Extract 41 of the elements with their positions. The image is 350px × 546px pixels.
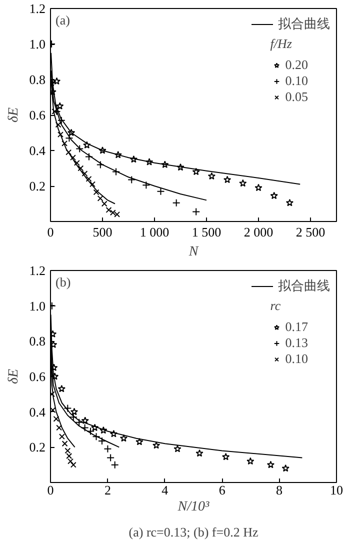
chart-title: (a) <box>56 12 70 28</box>
y-axis-title: δE <box>6 107 22 123</box>
legend-label: 0.13 <box>285 335 308 351</box>
x-axis-title: N/10³ <box>176 500 210 514</box>
legend-label: 0.20 <box>285 57 308 73</box>
y-axis-title: δE <box>6 368 22 384</box>
x-tick-label: 500 <box>92 224 112 240</box>
y-tick-label: 1.2 <box>29 1 46 16</box>
x-tick-label: 2 000 <box>244 224 274 240</box>
x-tick-label: 1 000 <box>140 224 170 240</box>
y-tick-label: 1.0 <box>29 36 46 52</box>
y-tick-label: 0.6 <box>29 108 46 122</box>
text: (a) rc=0.13; (b) f=0.2 Hz <box>128 524 258 540</box>
x-tick-label: 0 <box>47 224 54 240</box>
legend-label: 拟合曲线 <box>278 277 330 295</box>
chart-title: (b) <box>56 274 71 290</box>
x-tick-label: 4 <box>162 482 169 498</box>
legend-label: 拟合曲线 <box>278 15 330 33</box>
legend-label: 0.05 <box>285 89 308 105</box>
legend-label: 0.10 <box>285 73 308 89</box>
y-tick-label: 0.8 <box>29 72 46 87</box>
y-tick-label: 1.2 <box>29 263 46 278</box>
legend-label: 0.10 <box>285 351 308 367</box>
legend-title: f/Hz <box>270 36 293 52</box>
y-tick-label: 0.4 <box>29 143 46 158</box>
x-tick-label: 0 <box>47 482 54 498</box>
legend-label: 0.17 <box>285 319 308 335</box>
x-tick-label: 1 500 <box>192 224 222 240</box>
x-tick-label: 6 <box>218 482 226 498</box>
x-tick-label: 10 <box>330 482 343 498</box>
y-tick-label: 1.0 <box>29 298 46 314</box>
y-tick-label: 0.2 <box>29 440 46 455</box>
x-tick-label: 8 <box>276 482 283 498</box>
x-tick-label: 2 <box>104 482 111 498</box>
y-tick-label: 0.8 <box>29 334 46 349</box>
x-tick-label: 2 500 <box>296 224 326 240</box>
y-tick-label: 0.4 <box>29 404 46 420</box>
x-axis-title: N <box>188 244 199 260</box>
y-tick-label: 0.6 <box>29 369 46 384</box>
y-tick-label: 0.2 <box>29 178 46 194</box>
legend-title: rc <box>270 298 282 314</box>
